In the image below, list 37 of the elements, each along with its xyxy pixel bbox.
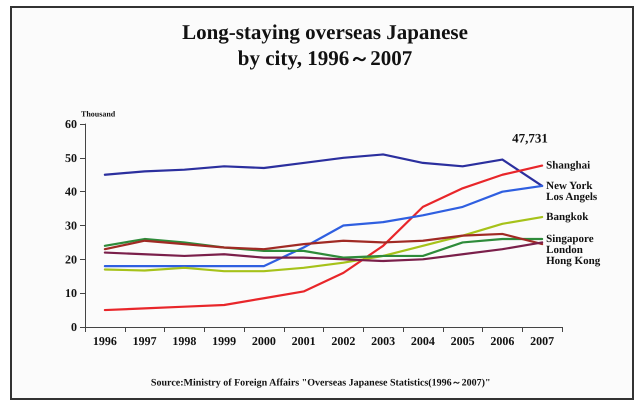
- y-tick-label: 40: [65, 184, 77, 199]
- line-series: [104, 232, 544, 250]
- series-label: Hong Kong: [546, 255, 601, 268]
- line-series: [104, 164, 544, 312]
- series-label: Singapore: [546, 233, 594, 246]
- x-tick-label: 1999: [212, 334, 236, 348]
- line-series: [104, 241, 544, 262]
- x-tick-label: 1998: [172, 334, 196, 348]
- y-tick-label: 60: [65, 117, 77, 131]
- source-note: Source:Ministry of Foreign Affairs "Overseas Japanese Statistics(1996～2007)": [150, 378, 491, 388]
- x-tick-label: 1996: [92, 334, 117, 348]
- annotation: 47,731: [512, 130, 548, 146]
- line-series: [104, 184, 544, 268]
- line-series: [104, 153, 544, 188]
- series-label: Shanghai: [546, 160, 590, 172]
- line-series: [104, 238, 544, 259]
- y-tick-label: 30: [65, 218, 77, 232]
- x-tick-label: 2002: [331, 334, 356, 348]
- x-tick-label: 2003: [371, 334, 396, 348]
- series-label: London: [546, 244, 583, 256]
- x-tick-label: 2006: [490, 334, 514, 348]
- series-label: Los Angels: [546, 190, 598, 203]
- chart-title: Long-staying overseas Japanese by city, 1996～2007: [182, 20, 468, 70]
- x-tick-label: 2000: [252, 334, 276, 348]
- y-tick-label: 0: [71, 320, 77, 334]
- x-tick-label: 2001: [292, 334, 316, 348]
- line-series: [104, 216, 544, 272]
- x-tick-label: 2007: [530, 334, 554, 348]
- series-label: Bangkok: [546, 211, 590, 224]
- y-tick-label: 20: [65, 252, 77, 266]
- series-label: New York: [546, 180, 594, 192]
- y-tick-label: 10: [65, 286, 77, 300]
- y-tick-label: 50: [65, 150, 77, 165]
- y-axis-title: Thousand: [81, 110, 116, 118]
- x-tick-label: 2005: [450, 334, 475, 348]
- x-tick-label: 2004: [410, 334, 435, 348]
- x-tick-label: 1997: [132, 334, 157, 348]
